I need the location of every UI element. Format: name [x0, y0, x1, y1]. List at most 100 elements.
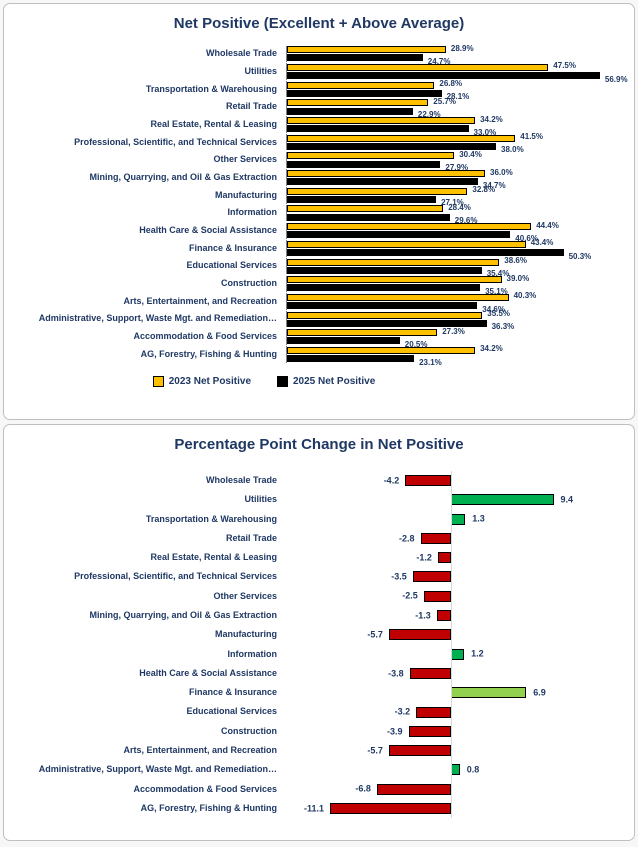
category-label: Administrative, Support, Waste Mgt. and …	[38, 313, 277, 324]
chart2-row-plot: 1.2	[286, 645, 634, 664]
category-label: Utilities	[244, 65, 277, 76]
bar-2025	[287, 213, 450, 221]
chart2-row-plot: -1.3	[286, 606, 634, 625]
chart2-row-plot: -3.5	[286, 567, 634, 586]
value-label-2023: 34.2%	[480, 114, 503, 124]
bar-group-2025: 20.5%	[287, 337, 634, 348]
bar-group-2025: 36.3%	[287, 319, 634, 331]
change-chart-panel: Percentage Point Change in Net Positive …	[3, 424, 635, 841]
chart2-row: AG, Forestry, Fishing & Hunting -11.1	[4, 799, 634, 818]
value-label-2025: 23.1%	[419, 357, 442, 367]
value-label-change: -6.8	[355, 783, 371, 794]
zero-axis-line	[451, 471, 452, 819]
bar-group-2025: 28.1%	[287, 89, 634, 101]
value-label-2023: 26.8%	[439, 79, 463, 89]
bar-2023	[287, 293, 509, 301]
bar-2025	[287, 54, 423, 62]
bar-group-2025: 35.1%	[287, 284, 634, 295]
value-label-change: -3.8	[388, 668, 404, 679]
value-label-change: -3.2	[394, 706, 411, 717]
category-label: Manufacturing	[215, 629, 277, 640]
chart2-row-plot: 1.3	[286, 510, 634, 529]
bar-negative	[330, 803, 451, 815]
bar-group-2023: 27.3%	[287, 327, 634, 337]
chart1-row-plot: 28.9% 24.7%	[286, 44, 634, 65]
value-label-2023: 32.8%	[472, 185, 496, 195]
bar-negative	[436, 610, 451, 622]
bar-positive	[451, 687, 527, 699]
chart1-row-plot: 30.4% 27.9%	[286, 150, 634, 172]
bar-group-2023: 47.5%	[287, 62, 634, 71]
chart1-row-plot: 39.0% 35.1%	[286, 274, 634, 295]
value-label-2025: 40.6%	[515, 233, 538, 243]
chart1-row-plot: 36.0% 34.7%	[286, 168, 634, 189]
bar-group-2023: 38.6%	[287, 257, 634, 266]
bar-2025	[287, 195, 437, 203]
legend-label-2023: 2023 Net Positive	[168, 376, 251, 388]
category-label: Utilities	[244, 494, 277, 505]
bar-2023	[287, 240, 526, 248]
chart1-row: Information 28.4% 29.6%	[4, 203, 634, 226]
value-label-change: -1.2	[416, 552, 432, 563]
chart2-row-plot: -5.7	[286, 741, 634, 760]
bar-group-2025: 24.7%	[287, 54, 634, 65]
chart2-plot-area: Wholesale Trade -4.2 Utilities 9.4 Transport…	[4, 471, 634, 819]
bar-group-2023: 35.5%	[287, 310, 634, 319]
bar-group-2025: 27.1%	[287, 195, 634, 207]
category-label: Health Care & Social Assistance	[139, 667, 277, 678]
bar-negative	[388, 629, 451, 641]
chart1-row-plot: 38.6% 35.4%	[286, 257, 634, 278]
category-label: Real Estate, Rental & Leasing	[150, 552, 277, 563]
chart1-row-plot: 34.2% 23.1%	[286, 345, 634, 366]
category-label: Wholesale Trade	[205, 474, 277, 485]
value-label-2025: 29.6%	[454, 216, 478, 226]
chart1-row-plot: 43.4% 50.3%	[286, 239, 634, 260]
category-label: Mining, Quarrying, and Oil & Gas Extract…	[89, 610, 277, 620]
bar-2023	[287, 311, 483, 319]
chart2-row-plot: -6.8	[286, 780, 634, 799]
bar-group-2025: 23.1%	[287, 355, 634, 366]
category-label: Professional, Scientific, and Technical …	[74, 136, 277, 147]
bar-2025	[287, 160, 441, 168]
bar-2023	[287, 81, 435, 89]
chart1-row: Retail Trade 25.7% 22.9%	[4, 97, 634, 118]
value-label-2025: 35.4%	[486, 269, 510, 279]
chart2-row: Construction -3.9	[4, 722, 634, 741]
chart2-row: Retail Trade -2.8	[4, 529, 634, 548]
value-label-2025: 27.9%	[445, 163, 469, 173]
category-label: Finance & Insurance	[188, 242, 277, 253]
chart2-row-plot: -1.2	[286, 548, 634, 567]
net-positive-chart-panel: Net Positive (Excellent + Above Average)…	[3, 3, 635, 420]
value-label-2023: 44.4%	[536, 220, 559, 230]
chart1-row: Utilities 47.5% 56.9%	[4, 62, 634, 83]
category-label: Accommodation & Food Services	[133, 783, 277, 794]
bar-group-2025: 40.6%	[287, 231, 634, 242]
bar-2023	[287, 187, 468, 195]
category-label: Accommodation & Food Services	[133, 331, 277, 342]
bar-negative	[409, 667, 451, 679]
chart1-row: Health Care & Social Assistance 44.4% 40.6…	[4, 220, 634, 242]
bar-2023	[287, 99, 429, 107]
chart1-row: Administrative, Support, Waste Mgt. and …	[4, 310, 634, 331]
category-label: Arts, Entertainment, and Recreation	[123, 295, 277, 306]
value-label-2025: 27.1%	[441, 198, 464, 208]
chart2-row: Transportation & Warehousing 1.3	[4, 510, 634, 529]
chart1-row: Other Services 30.4% 27.9%	[4, 150, 634, 172]
legend-swatch-2025-icon	[277, 376, 288, 388]
value-label-change: -11.1	[303, 803, 324, 814]
bar-group-2025: 34.7%	[287, 178, 634, 189]
bar-positive	[451, 648, 465, 660]
chart2-row-plot: -2.5	[286, 587, 634, 606]
bar-group-2023: 36.0%	[287, 168, 634, 178]
bar-2025	[287, 319, 487, 327]
chart1-row: Real Estate, Rental & Leasing 34.2% 33.0%	[4, 114, 634, 136]
bar-group-2023: 28.4%	[287, 203, 634, 213]
chart1-row: Manufacturing 32.8% 27.1%	[4, 185, 634, 207]
bar-2025	[287, 284, 481, 292]
bar-negative	[408, 725, 451, 737]
legend-item-2023: 2023 Net Positive	[152, 376, 251, 388]
value-label-change: 1.3	[472, 513, 485, 524]
value-label-2025: 28.1%	[446, 92, 470, 102]
legend-label-2025: 2025 Net Positive	[293, 376, 376, 388]
bar-group-2023: 34.2%	[287, 114, 634, 124]
